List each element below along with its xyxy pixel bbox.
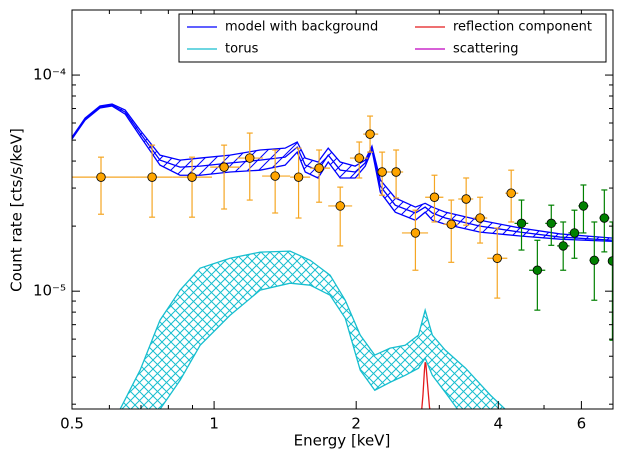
data-point (446, 219, 456, 229)
data-point (219, 162, 229, 172)
data-point (532, 265, 543, 275)
legend: model with background torus reflection com… (178, 13, 607, 63)
data-point (391, 167, 401, 177)
data-point (516, 218, 527, 229)
x-tick-label: 0.5 (60, 415, 84, 433)
hatched-band (120, 251, 505, 409)
hatched-band (72, 104, 613, 242)
data-point (558, 241, 568, 251)
data-point (475, 213, 485, 223)
y-tick-label: 10⁻⁴ (33, 66, 66, 84)
data-point (365, 129, 375, 139)
x-tick-label: 2 (351, 415, 361, 433)
data-point (293, 172, 304, 182)
legend-box (178, 13, 607, 63)
data-point (354, 153, 364, 163)
data-point (245, 153, 255, 163)
data-point (187, 172, 197, 182)
data-point (147, 172, 157, 182)
x-axis-label: Energy [keV] (294, 432, 391, 450)
x-tick-label: 4 (494, 415, 504, 433)
data-point (492, 253, 502, 263)
legend-label: scattering (453, 42, 519, 57)
data-point (461, 194, 471, 204)
data-point (429, 192, 440, 202)
data-point (599, 213, 610, 223)
axes: 0.5 1 2 4 6 10⁻⁴ 10⁻⁵ (33, 9, 614, 433)
data-point (546, 218, 556, 229)
data-point (377, 167, 387, 177)
data-point (96, 172, 106, 182)
series-line (421, 362, 431, 409)
data-point (506, 188, 516, 198)
legend-label: reflection component (453, 20, 592, 35)
band-upper-line (119, 250, 506, 409)
data-point (569, 228, 580, 238)
y-tick-label: 10⁻⁵ (33, 282, 66, 300)
y-axis-label: Count rate [cts/s/keV] (8, 128, 26, 292)
data-point (589, 255, 600, 265)
data-point (607, 256, 613, 266)
axes-frame (71, 9, 614, 410)
legend-label: model with background (225, 20, 378, 35)
data-point (578, 201, 589, 211)
x-tick-label: 6 (577, 415, 587, 433)
plot-area (72, 103, 613, 409)
legend-label: torus (225, 42, 259, 57)
data-point (335, 201, 345, 211)
x-tick-label: 1 (209, 415, 219, 433)
data-point (410, 228, 421, 238)
data-point (270, 171, 280, 181)
band-lower-line (159, 282, 459, 409)
data-point (314, 163, 324, 173)
